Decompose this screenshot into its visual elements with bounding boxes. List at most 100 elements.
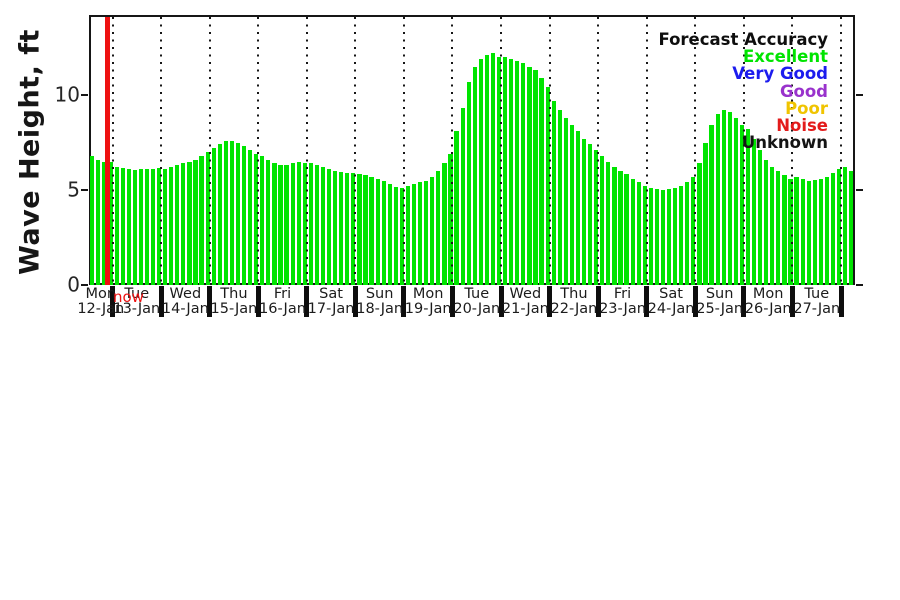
- wave-height-bar: [806, 180, 811, 285]
- wave-height-bar: [721, 110, 726, 285]
- wave-height-bar: [399, 188, 405, 285]
- y-tick-mark: [856, 94, 863, 96]
- day-date: 20-Jan: [453, 300, 501, 317]
- wave-height-bar: [393, 187, 398, 285]
- day-boundary-tick: [692, 286, 698, 317]
- day-name: Sat: [319, 286, 343, 302]
- wave-height-bar: [794, 176, 799, 285]
- day-boundary-gridline: [160, 17, 163, 283]
- wave-height-bar: [448, 153, 453, 285]
- wave-height-bar: [405, 186, 411, 285]
- forecast-accuracy-legend: Forecast Accuracy Excellent Very Good Good…: [658, 30, 828, 152]
- day-boundary-gridline: [597, 17, 600, 283]
- wave-height-bar: [624, 173, 629, 285]
- x-axis-day-label: Mon 12-Jan: [69, 287, 133, 316]
- wave-height-bar: [509, 58, 514, 285]
- x-axis-day-label: Mon 19-Jan: [396, 287, 460, 316]
- wave-height-bar: [266, 159, 271, 285]
- y-tick-mark: [856, 189, 863, 191]
- day-boundary-gridline: [305, 17, 308, 283]
- wave-height-bar: [818, 178, 823, 285]
- wave-height-bar: [843, 167, 848, 285]
- day-date: 27-Jan: [793, 300, 841, 317]
- y-axis-title: Wave Height, ft: [14, 29, 46, 275]
- day-boundary-gridline: [500, 17, 503, 283]
- wave-height-bar: [211, 148, 216, 285]
- wave-height-bar: [138, 169, 143, 285]
- legend-item: Noise: [776, 116, 828, 136]
- wave-height-bar: [472, 66, 477, 285]
- wave-height-bar: [387, 184, 392, 285]
- wave-height-bar: [642, 186, 647, 285]
- day-boundary-tick: [449, 286, 455, 317]
- wave-height-bar: [114, 167, 119, 285]
- day-boundary-tick: [110, 286, 115, 317]
- wave-height-bar: [108, 161, 113, 285]
- day-name: Sun: [705, 286, 734, 302]
- y-tick-label: 0: [67, 272, 80, 297]
- wave-height-bar: [478, 58, 483, 285]
- day-name: Thu: [560, 286, 588, 302]
- wave-height-bar: [296, 161, 301, 285]
- wave-height-bar: [187, 161, 192, 285]
- day-boundary-gridline: [451, 17, 454, 283]
- wave-height-bar: [836, 169, 842, 285]
- day-date: 14-Jan: [161, 300, 209, 317]
- wave-height-bar: [290, 163, 295, 285]
- y-tick-mark: [856, 284, 863, 286]
- wave-height-bar: [181, 163, 186, 285]
- x-axis-day-label: Thu 22-Jan: [542, 287, 606, 316]
- legend-title: Forecast Accuracy: [658, 30, 828, 49]
- day-date: 24-Jan: [647, 300, 695, 317]
- wave-height-bar: [636, 182, 641, 285]
- wave-height-bar: [849, 171, 854, 285]
- wave-height-bar: [496, 57, 502, 285]
- wave-height-bar: [666, 189, 672, 285]
- day-boundary-tick: [741, 286, 747, 317]
- wave-height-bar: [254, 153, 259, 285]
- wave-height-bar: [351, 172, 356, 285]
- wave-height-bar: [673, 188, 678, 285]
- day-boundary-gridline: [208, 17, 211, 283]
- day-boundary-tick: [547, 286, 553, 317]
- day-date: 25-Jan: [696, 300, 744, 317]
- day-name: Sat: [659, 286, 683, 302]
- y-tick-label: 5: [67, 177, 80, 202]
- legend-item: Good: [779, 81, 828, 101]
- plot-frame: [89, 15, 855, 285]
- wave-height-bar: [96, 159, 101, 285]
- wave-height-bar: [466, 81, 471, 285]
- day-boundary-tick: [498, 286, 504, 317]
- x-axis-day-label: Tue 27-Jan: [785, 287, 849, 316]
- wave-height-bar: [727, 112, 732, 285]
- wave-height-bar: [175, 165, 180, 285]
- day-name: Wed: [169, 286, 202, 302]
- wave-height-bar: [776, 171, 781, 285]
- wave-height-bar: [260, 155, 265, 285]
- day-name: Tue: [804, 286, 830, 302]
- wave-height-bar: [600, 155, 605, 285]
- wave-height-bar: [733, 117, 738, 285]
- day-date: 23-Jan: [599, 300, 646, 317]
- wave-height-bar: [812, 179, 817, 285]
- wave-height-bar: [521, 62, 526, 285]
- day-boundary-gridline: [791, 17, 794, 283]
- day-boundary-gridline: [742, 17, 745, 283]
- x-axis-day-label: Fri 23-Jan: [590, 287, 654, 316]
- x-axis-day-label: Wed 21-Jan: [493, 287, 557, 316]
- wave-height-bar: [503, 57, 508, 285]
- day-name: Mon: [412, 286, 444, 302]
- wave-height-bar: [241, 146, 247, 285]
- wave-height-bar: [248, 150, 253, 285]
- wave-height-bar: [375, 178, 380, 285]
- wave-height-bar: [745, 129, 751, 285]
- wave-height-bar: [490, 53, 496, 285]
- day-boundary-tick: [595, 286, 601, 317]
- wave-height-bar: [424, 180, 429, 285]
- x-axis-day-label: Sat 24-Jan: [639, 287, 703, 316]
- day-date: 18-Jan: [356, 300, 404, 317]
- day-date: 15-Jan: [210, 300, 258, 317]
- wave-height-bar: [569, 125, 575, 285]
- wave-height-bar: [235, 142, 241, 285]
- day-boundary-tick: [352, 286, 358, 317]
